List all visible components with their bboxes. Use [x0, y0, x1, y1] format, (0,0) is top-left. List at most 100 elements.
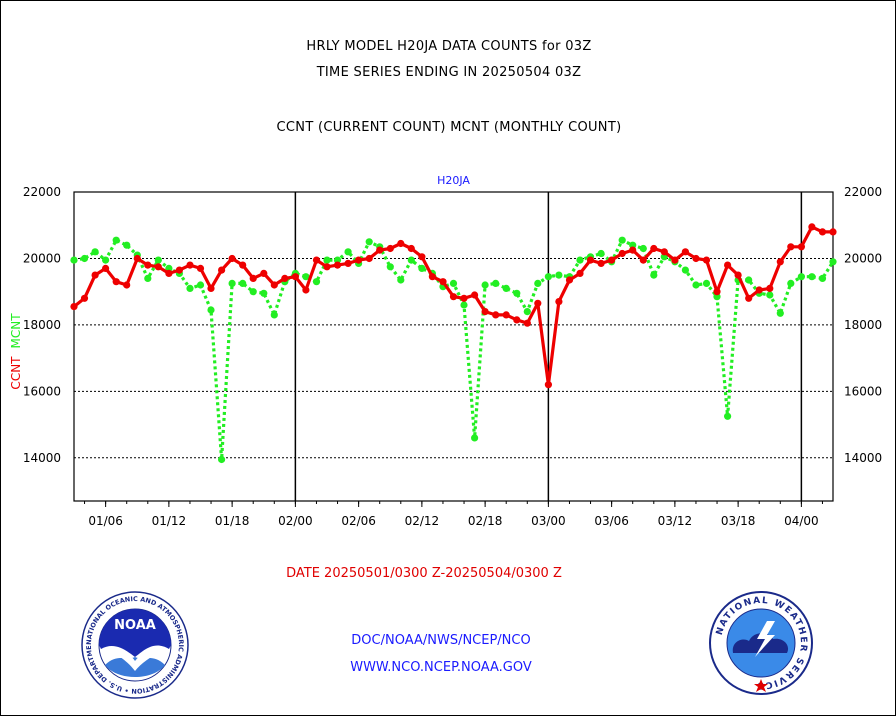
data-point-ccnt [713, 288, 721, 296]
data-point-ccnt [755, 286, 763, 294]
data-point-ccnt [218, 266, 226, 274]
data-point-ccnt [281, 274, 289, 282]
y-tick-label-right: 18000 [844, 318, 882, 332]
data-point-mcnt [776, 309, 784, 317]
data-point-ccnt [154, 263, 162, 271]
data-point-mcnt [302, 273, 310, 281]
data-point-ccnt [734, 271, 742, 279]
data-point-ccnt [291, 273, 299, 281]
data-point-mcnt [218, 455, 226, 464]
data-point-ccnt [312, 256, 321, 264]
data-point-mcnt [481, 281, 489, 289]
data-point-ccnt [239, 261, 247, 269]
data-point-ccnt [249, 274, 257, 282]
data-point-ccnt [576, 269, 584, 277]
data-point-mcnt [323, 256, 331, 264]
data-point-mcnt [365, 238, 373, 246]
data-point-ccnt [460, 294, 468, 302]
data-point-ccnt [608, 256, 616, 264]
data-point-ccnt [333, 261, 342, 269]
data-point-mcnt [407, 256, 415, 264]
data-point-mcnt [460, 301, 468, 309]
data-point-mcnt [502, 284, 510, 292]
nws-logo: NATIONAL WEATHER SERVICE [709, 591, 813, 695]
y-tick-label-left: 16000 [23, 384, 61, 398]
x-tick-label: 02/18 [468, 514, 503, 528]
data-point-ccnt [175, 266, 183, 274]
data-point-ccnt [660, 248, 668, 256]
data-point-mcnt [312, 278, 321, 286]
data-point-ccnt [449, 293, 458, 301]
data-point-ccnt [344, 259, 352, 267]
data-point-ccnt [787, 243, 795, 251]
data-point-mcnt [123, 241, 131, 249]
data-point-mcnt [196, 281, 205, 289]
data-point-mcnt [228, 279, 236, 287]
data-point-ccnt [724, 261, 732, 269]
x-tick-label: 04/00 [784, 514, 819, 528]
series-line-ccnt [73, 225, 833, 387]
data-point-ccnt [586, 256, 595, 264]
data-point-ccnt [808, 223, 816, 231]
data-point-mcnt [418, 264, 426, 272]
website-link[interactable]: WWW.NCO.NCEP.NOAA.GOV [350, 660, 532, 675]
data-point-ccnt [70, 303, 78, 311]
data-point-ccnt [91, 271, 99, 279]
date-range-label: DATE 20250501/0300 Z-20250504/0300 Z [286, 566, 562, 581]
data-point-ccnt [502, 311, 510, 319]
data-point-ccnt [671, 256, 679, 264]
data-point-ccnt [196, 264, 205, 272]
x-tick-label: 01/18 [215, 514, 250, 528]
y-tick-label-left: 18000 [23, 318, 61, 332]
y-axis-label-ccnt: CCNT [9, 356, 23, 390]
data-point-ccnt [650, 244, 658, 253]
data-point-mcnt [766, 291, 774, 299]
data-point-ccnt [776, 258, 784, 266]
data-point-ccnt [481, 308, 489, 316]
data-point-ccnt [523, 319, 531, 327]
data-point-mcnt [534, 279, 542, 287]
data-point-mcnt [513, 289, 521, 297]
data-point-ccnt [376, 246, 384, 254]
data-point-mcnt [165, 264, 173, 272]
data-point-mcnt [808, 273, 816, 281]
data-point-ccnt [207, 284, 215, 292]
data-point-ccnt [165, 269, 173, 277]
data-point-ccnt [797, 243, 806, 251]
data-point-ccnt [428, 273, 436, 281]
data-point-mcnt [724, 412, 732, 420]
data-point-ccnt [544, 381, 553, 389]
data-point-ccnt [397, 239, 405, 248]
data-point-ccnt [228, 254, 236, 263]
data-point-ccnt [80, 294, 89, 302]
data-point-ccnt [302, 286, 310, 294]
data-point-ccnt [766, 284, 774, 292]
x-tick-label: 02/00 [278, 514, 313, 528]
data-point-ccnt [323, 263, 331, 271]
data-point-mcnt [492, 279, 500, 287]
data-point-ccnt [555, 298, 563, 306]
data-point-mcnt [544, 273, 553, 281]
time-series-chart: 14000 14000 16000 16000 18000 18000 20000 20000… [9, 174, 882, 528]
data-point-mcnt [713, 293, 721, 301]
data-point-ccnt [386, 244, 394, 253]
data-point-mcnt [639, 244, 647, 253]
data-point-mcnt [344, 248, 352, 256]
data-point-ccnt [133, 254, 141, 263]
data-point-ccnt [407, 244, 415, 253]
x-tick-label: 02/12 [405, 514, 440, 528]
org-path-text: DOC/NOAA/NWS/NCEP/NCO [351, 633, 531, 648]
chart-subtitle: CCNT (CURRENT COUNT) MCNT (MONTHLY COUNT… [276, 120, 622, 135]
data-point-mcnt [80, 254, 89, 263]
x-tick-label: 03/06 [594, 514, 629, 528]
y-tick-label-right: 22000 [844, 185, 882, 199]
data-point-mcnt [186, 284, 194, 292]
data-point-mcnt [270, 311, 278, 319]
data-point-mcnt [239, 279, 247, 287]
data-point-ccnt [471, 291, 479, 299]
data-point-ccnt [692, 254, 700, 263]
data-point-mcnt [692, 281, 700, 289]
data-point-ccnt [629, 246, 637, 254]
data-point-ccnt [565, 276, 574, 284]
